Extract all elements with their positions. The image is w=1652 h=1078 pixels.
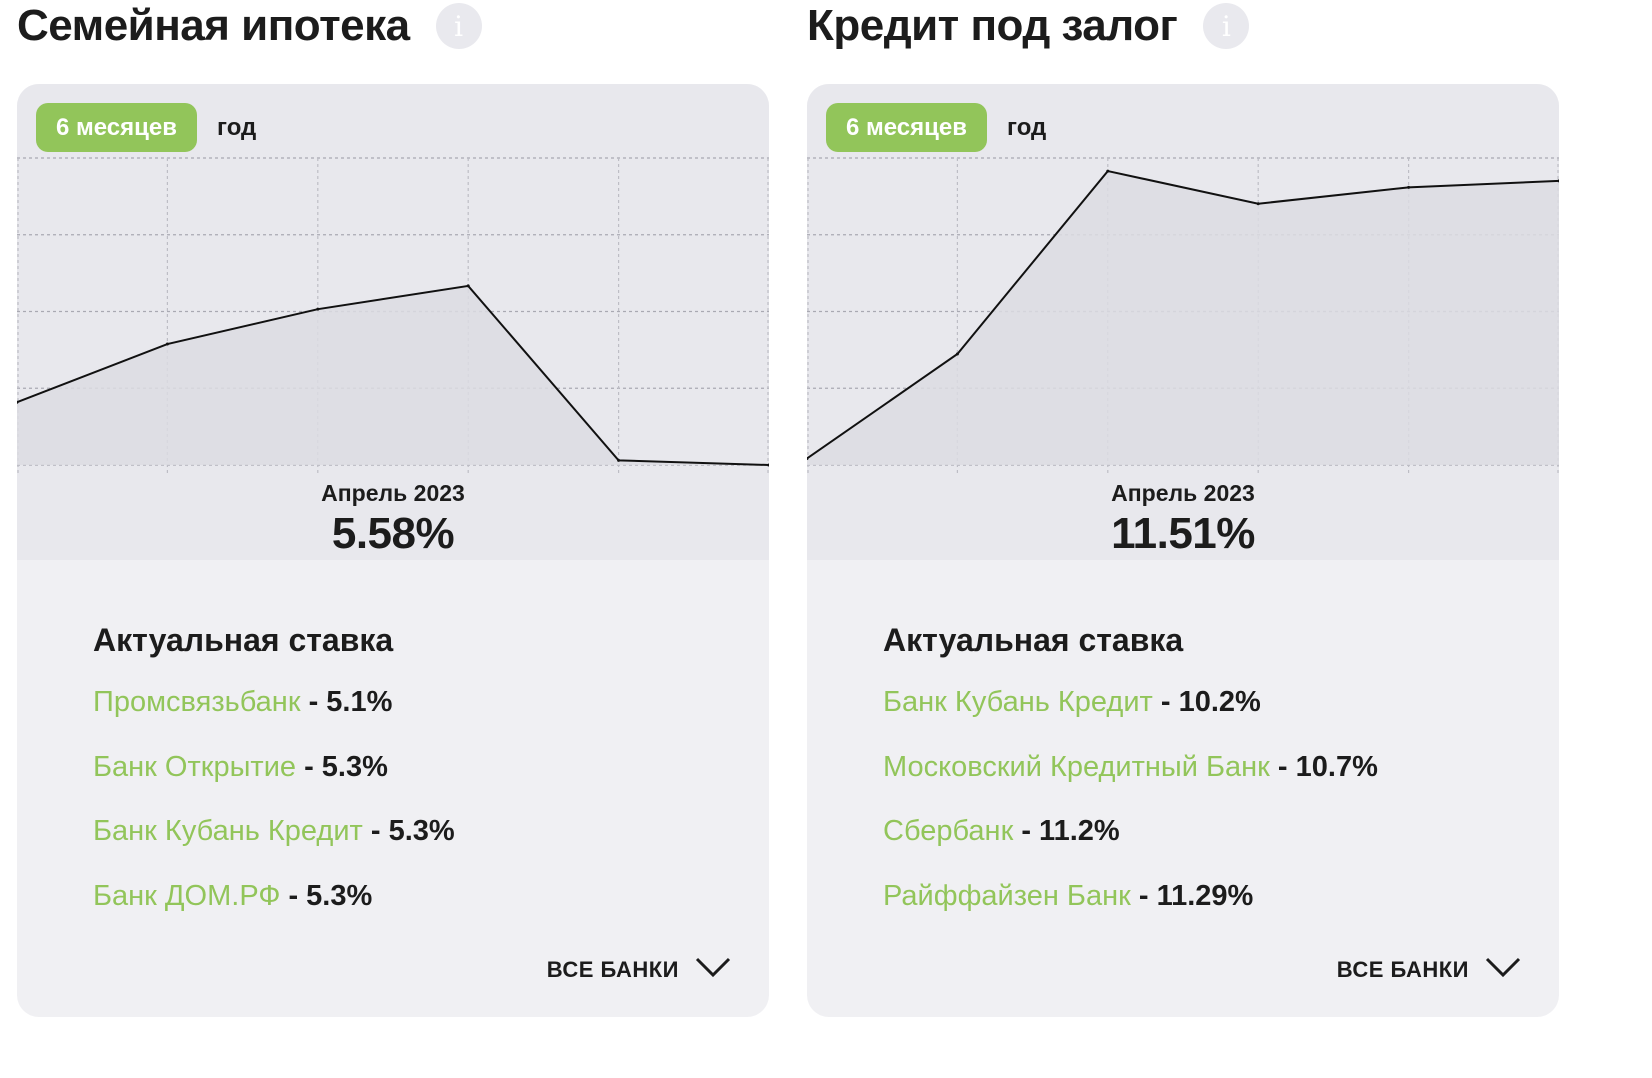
highlight-month: Апрель 2023 [321, 480, 465, 506]
bank-rate-row: Банк Кубань Кредит - 10.2% [883, 681, 1378, 746]
rates-heading: Актуальная ставка [883, 622, 1184, 658]
widget-header: Семейная ипотека i [17, 0, 769, 68]
chart-point [617, 458, 621, 462]
bank-rate: - 5.3% [362, 815, 455, 847]
highlight-month: Апрель 2023 [1111, 480, 1255, 506]
rate-card: 6 месяцев год Апрель 2023 5.58% Актуальн… [17, 84, 769, 1017]
rate-chart [807, 157, 1559, 476]
chart-point [1407, 185, 1411, 189]
bank-rate-row: Промсвязьбанк - 5.1% [93, 681, 455, 746]
bank-rate-row: Банк Открытие - 5.3% [93, 746, 455, 811]
all-banks-label: ВСЕ БАНКИ [546, 956, 679, 982]
bank-rate: - 5.1% [300, 686, 393, 718]
all-banks-button[interactable]: ВСЕ БАНКИ [1337, 956, 1521, 983]
bank-rate-row: Московский Кредитный Банк - 10.7% [883, 746, 1378, 811]
bank-link[interactable]: Сбербанк [883, 815, 1014, 847]
current-rates: Актуальная ставка Банк Кубань Кредит - 1… [883, 622, 1378, 939]
widget-header: Кредит под залог i [807, 0, 1559, 68]
period-6-months-button[interactable]: 6 месяцев [36, 103, 198, 152]
chart-point [807, 456, 809, 460]
chart-point [955, 352, 959, 356]
bank-link[interactable]: Промсвязьбанк [93, 686, 301, 718]
widget-secured-loan: Кредит под залог i 6 месяцев год Апрель … [807, 0, 1559, 1017]
period-switcher: 6 месяцев год [36, 103, 276, 152]
bank-link[interactable]: Банк ДОМ.РФ [93, 879, 281, 912]
chart-point [17, 400, 19, 404]
period-6-months-button[interactable]: 6 месяцев [826, 103, 988, 152]
chart-panel: 6 месяцев год Апрель 2023 5.58% [17, 84, 769, 560]
period-year-button[interactable]: год [1007, 113, 1047, 141]
chevron-down-icon [1485, 956, 1521, 983]
bank-link[interactable]: Банк Кубань Кредит [883, 686, 1153, 718]
rate-chart [17, 157, 769, 476]
bank-link[interactable]: Банк Кубань Кредит [93, 815, 363, 847]
highlight-rate: 11.51% [1111, 509, 1255, 558]
chart-point [1256, 202, 1260, 206]
bank-link[interactable]: Банк Открытие [93, 750, 297, 783]
bank-rate-row: Банк Кубань Кредит - 5.3% [93, 810, 455, 875]
widget-family-mortgage: Семейная ипотека i 6 месяцев год Апрель … [17, 0, 769, 1017]
bank-rate: - 11.2% [1013, 815, 1120, 847]
widget-title: Кредит под залог [807, 1, 1178, 50]
info-icon[interactable]: i [435, 3, 482, 49]
bank-rate: - 11.29% [1130, 879, 1254, 912]
chart-area-fill [17, 285, 769, 465]
all-banks-button[interactable]: ВСЕ БАНКИ [547, 956, 731, 983]
chart-point [165, 342, 169, 346]
bank-link[interactable]: Райффайзен Банк [883, 879, 1131, 912]
bank-rate-row: Райффайзен Банк - 11.29% [883, 875, 1378, 940]
chart-caption: Апрель 2023 11.51% [807, 480, 1559, 559]
period-year-button[interactable]: год [217, 113, 257, 141]
chart-point [767, 463, 769, 467]
bank-rate: - 10.7% [1269, 750, 1378, 783]
bank-rate: - 5.3% [296, 750, 388, 783]
highlight-rate: 5.58% [331, 509, 455, 558]
period-switcher: 6 месяцев год [826, 103, 1066, 152]
chevron-down-icon [695, 956, 731, 983]
chart-point [1557, 179, 1559, 183]
rate-card: 6 месяцев год Апрель 2023 11.51% Актуаль… [807, 84, 1559, 1017]
all-banks-label: ВСЕ БАНКИ [1336, 956, 1469, 982]
chart-panel: 6 месяцев год Апрель 2023 11.51% [807, 84, 1559, 560]
bank-rate-row: Банк ДОМ.РФ - 5.3% [93, 875, 455, 940]
chart-point [316, 307, 320, 311]
widget-title: Семейная ипотека [17, 1, 410, 50]
rates-heading: Актуальная ставка [93, 622, 394, 658]
bank-link[interactable]: Московский Кредитный Банк [883, 750, 1270, 783]
chart-caption: Апрель 2023 5.58% [17, 480, 769, 559]
chart-point [466, 284, 470, 288]
chart-series-line [17, 284, 769, 466]
bank-rate: - 5.3% [280, 879, 373, 912]
bank-rate-row: Сбербанк - 11.2% [883, 810, 1378, 875]
current-rates: Актуальная ставка Промсвязьбанк - 5.1% Б… [93, 622, 455, 939]
chart-area-fill [807, 171, 1559, 465]
bank-rate: - 10.2% [1152, 686, 1261, 718]
chart-series-line [807, 169, 1559, 460]
info-icon[interactable]: i [1203, 3, 1250, 49]
chart-point [1106, 169, 1110, 173]
